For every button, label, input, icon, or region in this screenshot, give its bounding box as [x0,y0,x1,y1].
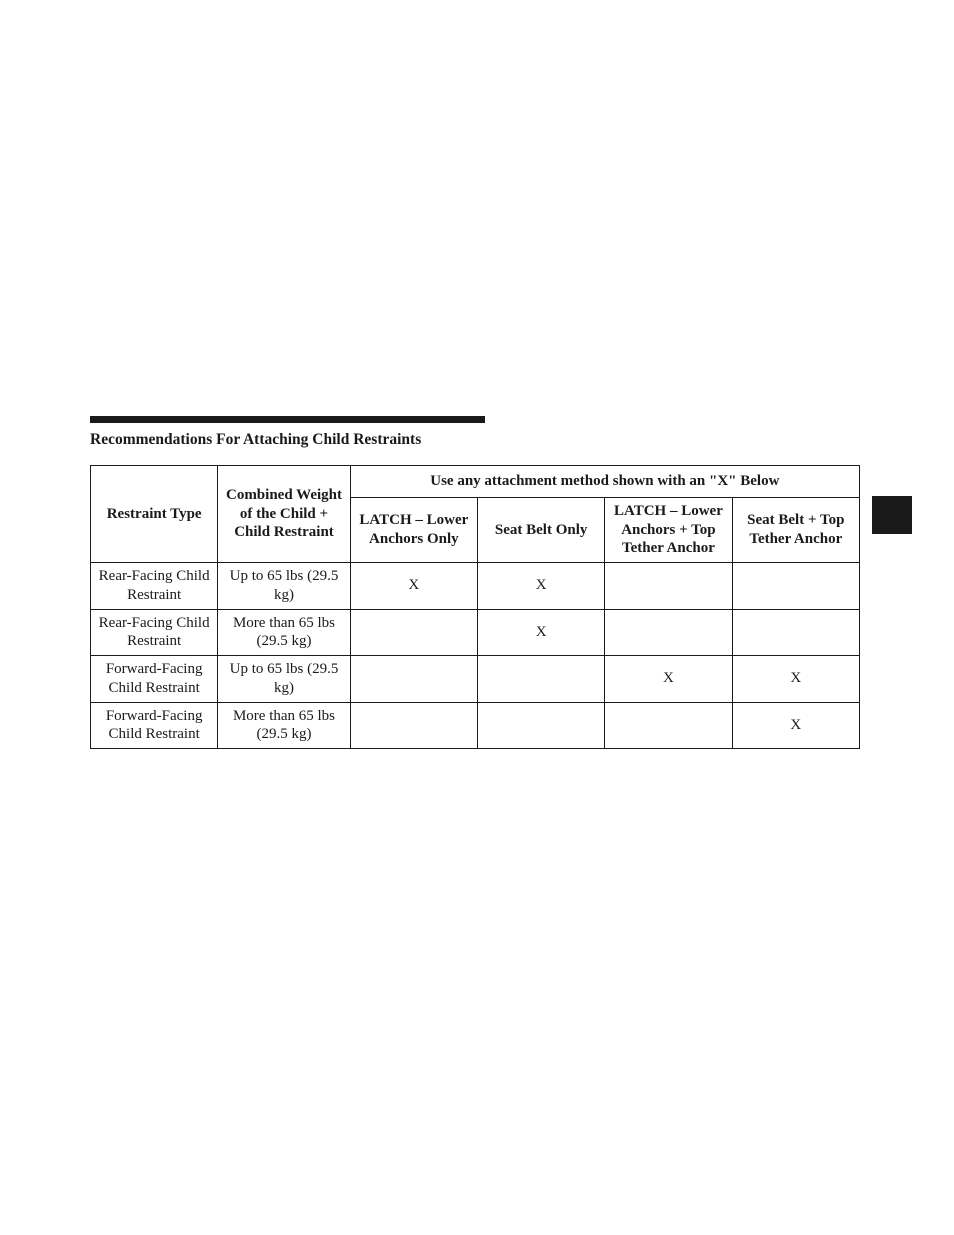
header-method-latch-lower-top-tether: LATCH – Lower Anchors + Top Tether Ancho… [605,497,732,562]
cell-restraint: Forward-Facing Child Restraint [91,702,218,749]
table-row: Rear-Facing Child Restraint More than 65… [91,609,860,656]
child-restraint-table: Restraint Type Combined Weight of the Ch… [90,465,860,749]
header-method-seat-belt-only: Seat Belt Only [477,497,604,562]
cell-restraint: Rear-Facing Child Restraint [91,609,218,656]
cell-method1 [350,702,477,749]
header-restraint-type: Restraint Type [91,466,218,563]
header-method-seat-belt-top-tether: Seat Belt + Top Tether Anchor [732,497,859,562]
cell-method4: X [732,702,859,749]
header-combined-weight: Combined Weight of the Child + Child Res… [218,466,350,563]
cell-method4 [732,563,859,610]
cell-weight: More than 65 lbs (29.5 kg) [218,702,350,749]
cell-restraint: Rear-Facing Child Restraint [91,563,218,610]
cell-restraint: Forward-Facing Child Restraint [91,656,218,703]
cell-method2 [477,702,604,749]
page-edge-tab [872,496,912,534]
cell-method1 [350,656,477,703]
header-method-latch-lower-only: LATCH – Lower Anchors Only [350,497,477,562]
cell-method3 [605,609,732,656]
cell-weight: Up to 65 lbs (29.5 kg) [218,563,350,610]
cell-method3: X [605,656,732,703]
cell-method2: X [477,609,604,656]
table-row: Forward-Facing Child Restraint Up to 65 … [91,656,860,703]
cell-method2: X [477,563,604,610]
cell-method1: X [350,563,477,610]
cell-method4: X [732,656,859,703]
table-row: Rear-Facing Child Restraint Up to 65 lbs… [91,563,860,610]
cell-method4 [732,609,859,656]
header-methods-caption: Use any attachment method shown with an … [350,466,859,498]
cell-method2 [477,656,604,703]
section-heading: Recommendations For Attaching Child Rest… [90,431,860,449]
cell-weight: More than 65 lbs (29.5 kg) [218,609,350,656]
cell-weight: Up to 65 lbs (29.5 kg) [218,656,350,703]
cell-method3 [605,563,732,610]
cell-method1 [350,609,477,656]
section-separator-rule [90,416,485,423]
page-content: Recommendations For Attaching Child Rest… [90,416,860,749]
table-row: Forward-Facing Child Restraint More than… [91,702,860,749]
cell-method3 [605,702,732,749]
